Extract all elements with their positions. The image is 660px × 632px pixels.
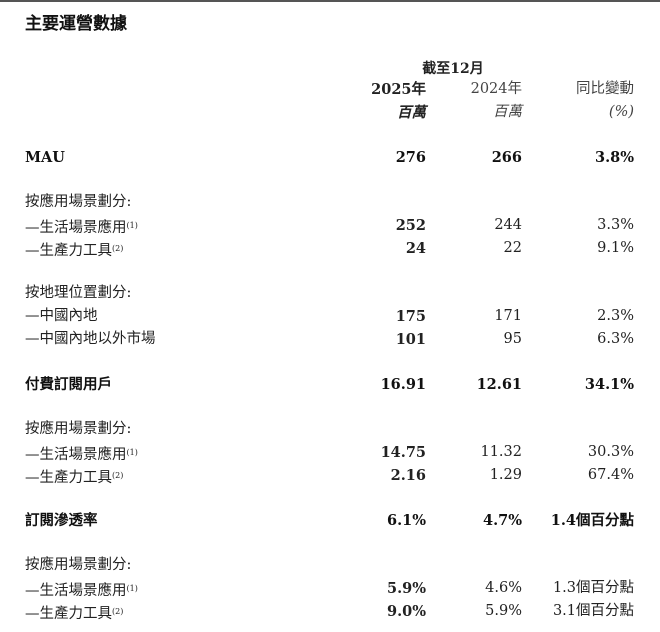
row-label-text: —生產力工具 xyxy=(25,243,112,259)
value-2025: 5.9% xyxy=(386,580,426,597)
row-label: 訂閱滲透率 xyxy=(25,509,98,532)
operating-data-table: 2025年 2024年 同比變動 百萬 百萬 (%) MAU 276 266 3.8%… xyxy=(0,78,660,623)
footnote-marker: (2) xyxy=(112,607,124,616)
unit-row: 百萬 百萬 (%) xyxy=(0,101,660,124)
footnote-marker: (2) xyxy=(112,244,124,253)
footnote-marker: (1) xyxy=(126,221,138,230)
table-row: —生產力工具(2) 9.0% 5.9% 3.1個百分點 xyxy=(0,600,660,623)
value-change: 2.3% xyxy=(597,308,634,324)
row-label-text: —生產力工具 xyxy=(25,606,112,622)
row-label-text: 按地理位置劃分: xyxy=(25,285,132,301)
group-label-row: 按應用場景劃分: xyxy=(0,191,660,214)
unit-change: (%) xyxy=(608,104,634,120)
row-label-text: MAU xyxy=(25,149,65,166)
header-2024: 2024年 xyxy=(470,81,522,97)
row-label-text: 按應用場景劃分: xyxy=(25,194,132,210)
value-2025: 252 xyxy=(395,217,426,234)
value-2024: 12.61 xyxy=(476,376,522,393)
row-label: —生活場景應用(1) xyxy=(25,214,138,240)
row-label: 按應用場景劃分: xyxy=(25,418,131,441)
table-row: 訂閱滲透率 6.1% 4.7% 1.4個百分點 xyxy=(0,509,660,532)
value-2024: 244 xyxy=(494,217,522,233)
value-change: 3.3% xyxy=(597,217,634,233)
table-row: —生活場景應用(1) 14.75 11.32 30.3% xyxy=(0,441,660,464)
unit-2024: 百萬 xyxy=(493,104,522,120)
row-label: —生產力工具(2) xyxy=(25,464,123,490)
value-2025: 2.16 xyxy=(390,467,426,484)
value-2025: 14.75 xyxy=(380,444,426,461)
header-row: 2025年 2024年 同比變動 xyxy=(0,78,660,101)
row-label: 按應用場景劃分: xyxy=(25,554,131,577)
row-label-text: —生活場景應用 xyxy=(25,583,127,599)
value-2024: 1.29 xyxy=(489,467,522,483)
period-header: 截至12月 xyxy=(422,61,484,77)
row-label: 付費訂閱用戶 xyxy=(25,373,112,396)
value-change: 3.8% xyxy=(594,149,634,166)
value-2024: 22 xyxy=(503,240,522,256)
group-label-row: 按應用場景劃分: xyxy=(0,418,660,441)
row-label-text: 按應用場景劃分: xyxy=(25,557,132,573)
page-title: 主要運營數據 xyxy=(25,14,127,34)
row-label: —中國內地以外市場 xyxy=(25,328,156,351)
row-label-text: 付費訂閱用戶 xyxy=(25,376,112,393)
row-label: —生產力工具(2) xyxy=(25,600,123,626)
table-row: —生產力工具(2) 2.16 1.29 67.4% xyxy=(0,464,660,487)
value-2025: 9.0% xyxy=(386,603,426,620)
value-2024: 4.6% xyxy=(485,580,522,596)
row-label-text: 按應用場景劃分: xyxy=(25,421,132,437)
row-label: 按地理位置劃分: xyxy=(25,282,131,305)
header-change: 同比變動 xyxy=(576,81,634,97)
table-row: —生活場景應用(1) 5.9% 4.6% 1.3個百分點 xyxy=(0,577,660,600)
row-label: —生活場景應用(1) xyxy=(25,441,138,467)
unit-2025: 百萬 xyxy=(397,104,426,121)
value-change: 3.1個百分點 xyxy=(552,603,634,619)
table-row: —生產力工具(2) 24 22 9.1% xyxy=(0,237,660,260)
value-change: 1.4個百分點 xyxy=(550,512,634,529)
row-label-text: —生活場景應用 xyxy=(25,220,127,236)
table-row: MAU 276 266 3.8% xyxy=(0,146,660,169)
value-2024: 11.32 xyxy=(480,444,522,460)
value-2025: 6.1% xyxy=(386,512,426,529)
row-label: MAU xyxy=(25,146,65,169)
value-change: 67.4% xyxy=(587,467,634,483)
value-2025: 276 xyxy=(395,149,426,166)
header-2025: 2025年 xyxy=(371,81,426,98)
value-2025: 16.91 xyxy=(380,376,426,393)
value-change: 30.3% xyxy=(587,444,634,460)
row-label-text: —中國內地以外市場 xyxy=(25,331,156,347)
row-label-text: —生活場景應用 xyxy=(25,447,127,463)
value-2024: 95 xyxy=(503,331,522,347)
value-2025: 175 xyxy=(395,308,426,325)
value-change: 6.3% xyxy=(597,331,634,347)
value-2024: 4.7% xyxy=(482,512,522,529)
row-label: —生產力工具(2) xyxy=(25,237,123,263)
row-label-text: —中國內地 xyxy=(25,308,98,324)
table-row: —生活場景應用(1) 252 244 3.3% xyxy=(0,214,660,237)
value-change: 1.3個百分點 xyxy=(552,580,634,596)
table-row: 付費訂閱用戶 16.91 12.61 34.1% xyxy=(0,373,660,396)
table-row: —中國內地以外市場 101 95 6.3% xyxy=(0,328,660,351)
group-label-row: 按地理位置劃分: xyxy=(0,282,660,305)
group-label-row: 按應用場景劃分: xyxy=(0,554,660,577)
value-change: 9.1% xyxy=(597,240,634,256)
footnote-marker: (1) xyxy=(126,448,138,457)
row-label: —中國內地 xyxy=(25,305,98,328)
value-2024: 5.9% xyxy=(485,603,522,619)
value-2024: 171 xyxy=(494,308,522,324)
row-label-text: —生產力工具 xyxy=(25,470,112,486)
table-row: —中國內地 175 171 2.3% xyxy=(0,305,660,328)
footnote-marker: (2) xyxy=(112,471,124,480)
value-2025: 24 xyxy=(405,240,426,257)
top-border xyxy=(0,0,660,2)
value-change: 34.1% xyxy=(584,376,634,393)
row-label: —生活場景應用(1) xyxy=(25,577,138,603)
value-2024: 266 xyxy=(491,149,522,166)
row-label: 按應用場景劃分: xyxy=(25,191,131,214)
footnote-marker: (1) xyxy=(126,584,138,593)
row-label-text: 訂閱滲透率 xyxy=(25,512,98,529)
value-2025: 101 xyxy=(395,331,426,348)
